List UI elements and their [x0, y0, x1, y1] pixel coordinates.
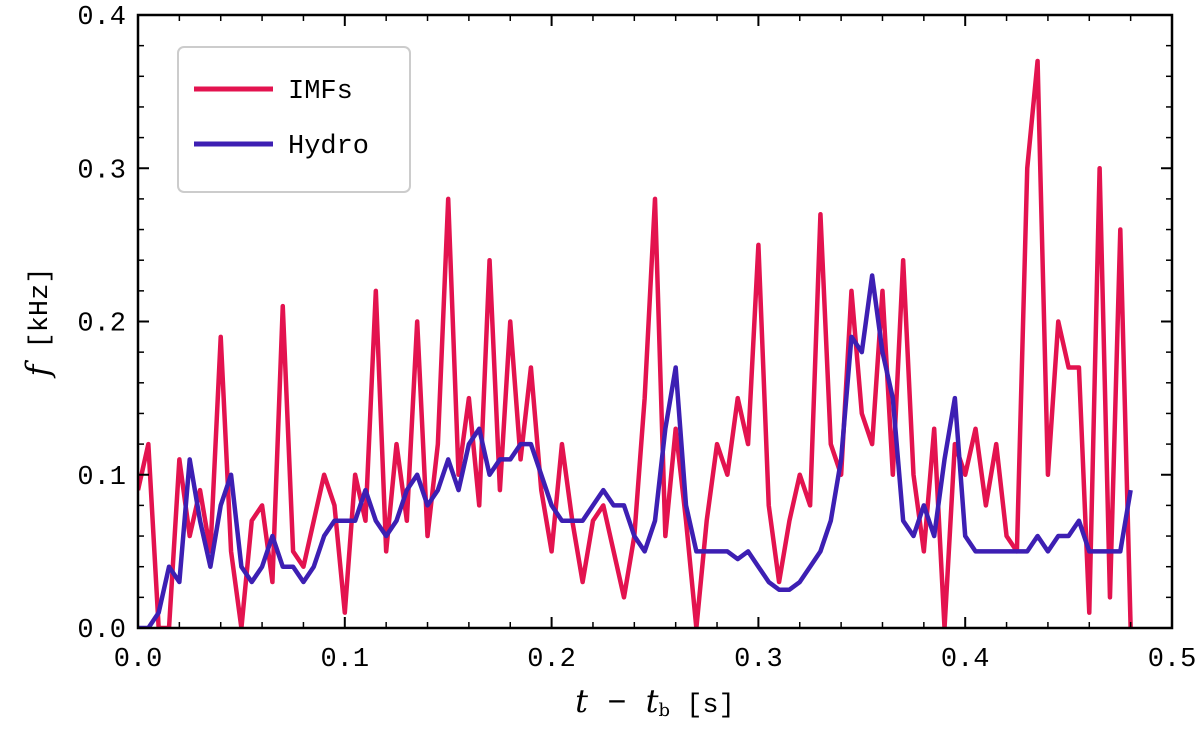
x-tick-label: 0.2 [527, 645, 576, 675]
x-label-part: b [658, 700, 670, 721]
y-tick-label: 0.1 [77, 463, 126, 493]
legend-label: Hydro [288, 132, 369, 162]
x-label-part: − [588, 685, 646, 722]
x-tick-label: 0.5 [1148, 645, 1197, 675]
x-label-part: [s] [670, 691, 735, 721]
x-tick-label: 0.1 [320, 645, 369, 675]
x-tick-label: 0.3 [734, 645, 783, 675]
y-label-part: [kHz] [26, 267, 56, 364]
series-line [138, 273, 1133, 628]
y-tick-label: 0.3 [77, 156, 126, 186]
x-label-part: t [575, 682, 588, 720]
y-tick-label: 0.0 [77, 616, 126, 646]
x-tick-label: 0.4 [941, 645, 990, 675]
y-axis-label: f [kHz] [19, 267, 57, 378]
x-axis-label: t − tb [s] [575, 682, 735, 722]
x-tick-label: 0.0 [114, 645, 163, 675]
legend-label: IMFs [288, 77, 353, 107]
y-tick-label: 0.4 [77, 3, 126, 33]
x-label-part: t [646, 682, 659, 720]
legend-box [177, 46, 411, 193]
plot-frame [136, 13, 1174, 630]
y-tick-label: 0.2 [77, 310, 126, 340]
